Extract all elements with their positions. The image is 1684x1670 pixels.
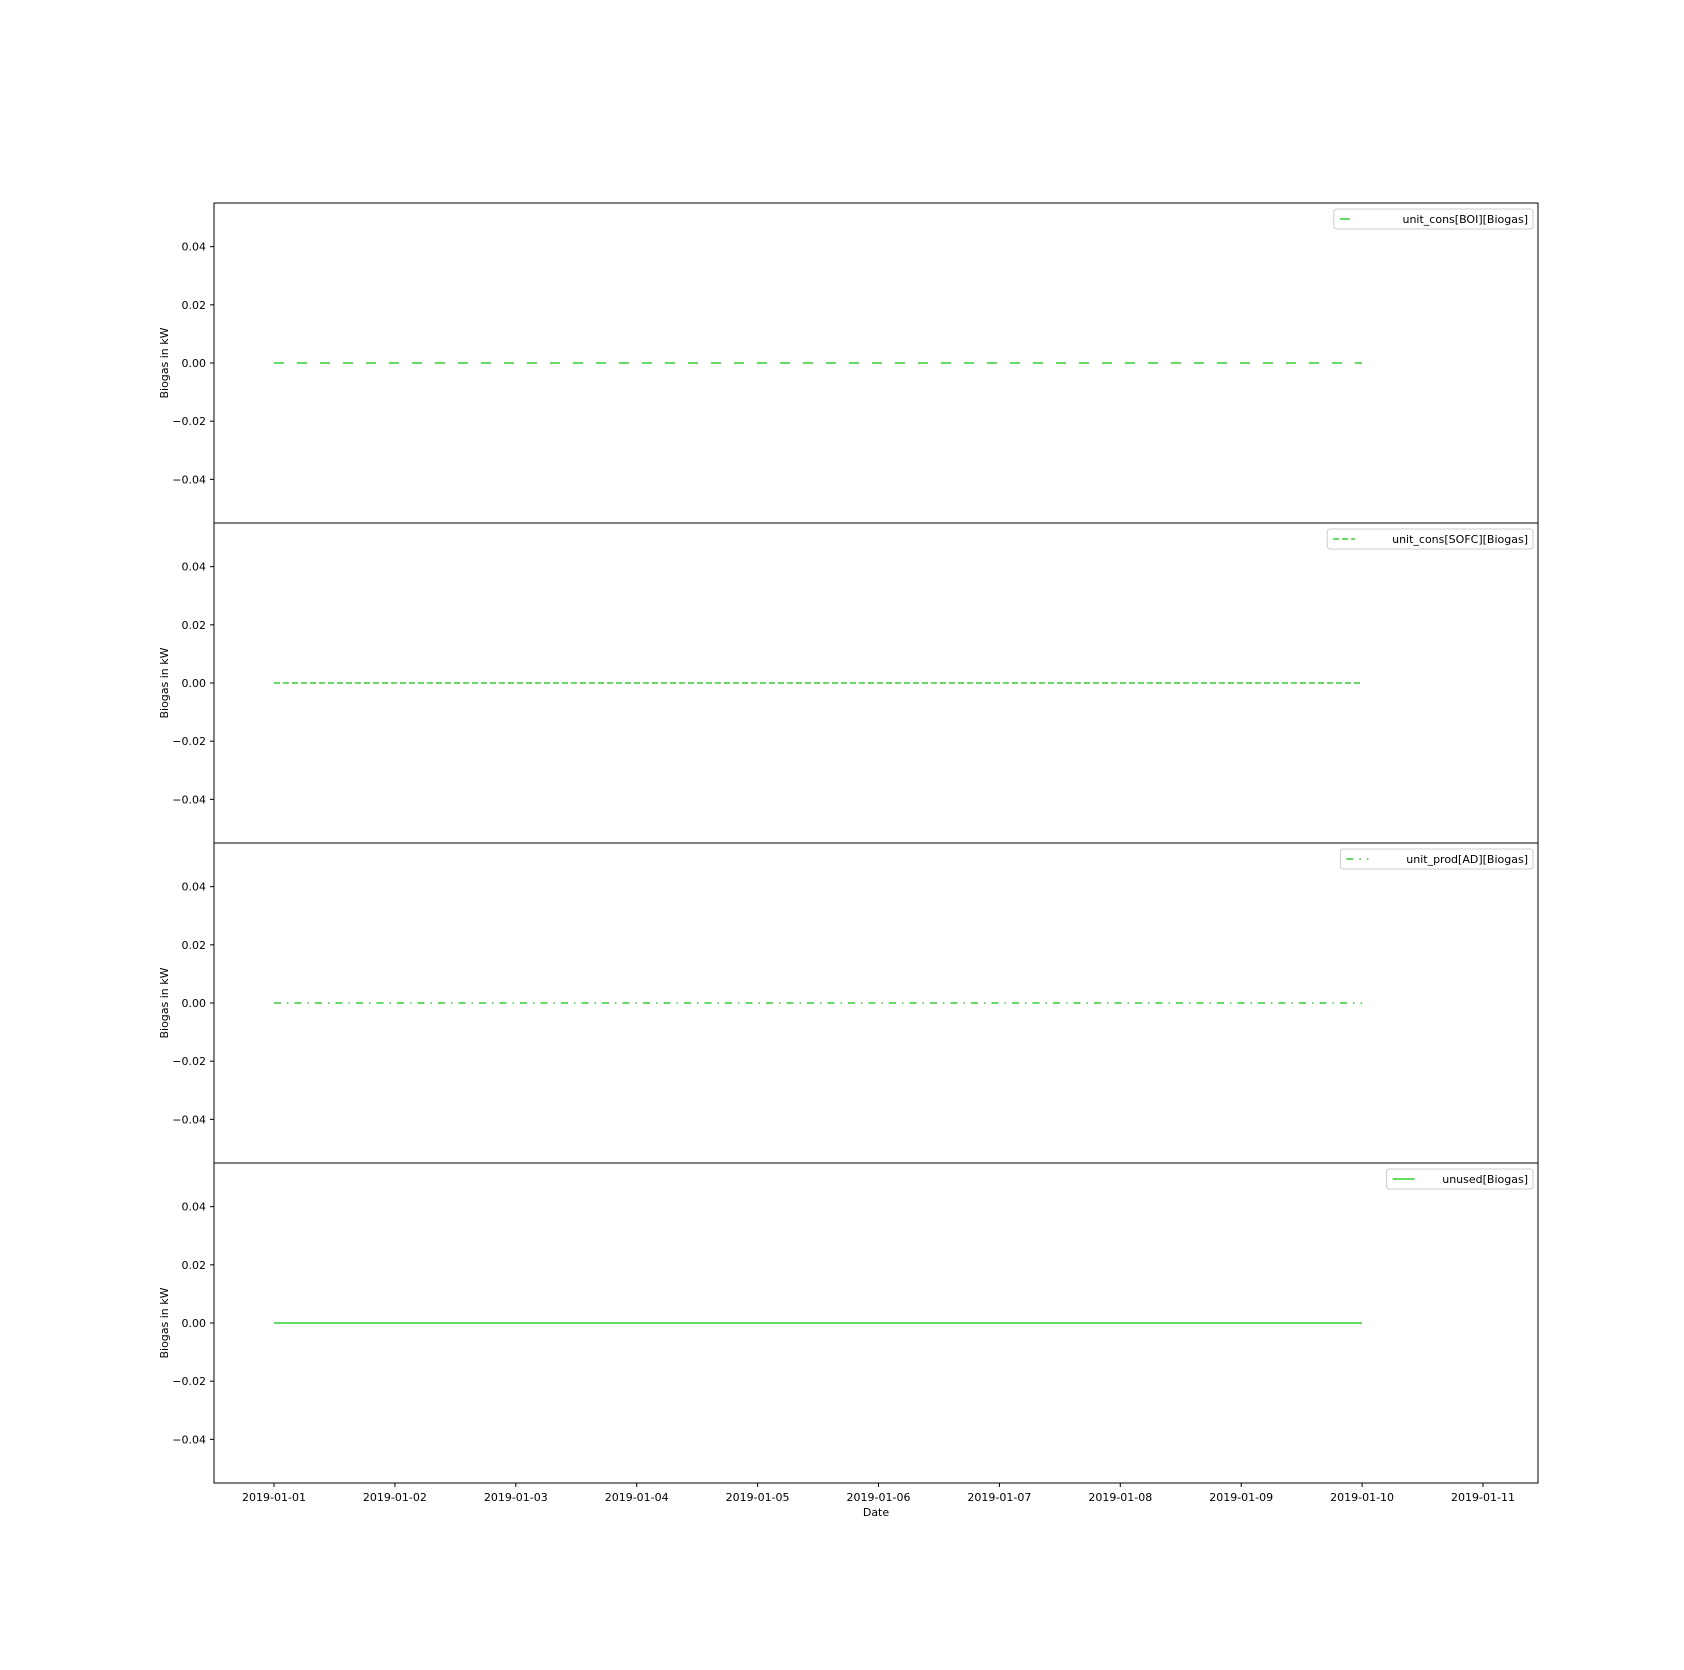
axes-frame-3 — [213, 842, 1539, 1164]
y-tick-label: 0.00 — [182, 997, 207, 1010]
y-tick-label: 0.02 — [182, 619, 207, 632]
y-tick-label: −0.04 — [172, 1433, 206, 1446]
y-tick-label: 0.04 — [182, 1201, 207, 1214]
legend-box — [1386, 1168, 1534, 1190]
x-tick-label: 2019-01-09 — [1209, 1491, 1273, 1504]
x-tick-label: 2019-01-06 — [847, 1491, 911, 1504]
y-tick-label: −0.02 — [172, 1375, 206, 1388]
legend-label: unused[Biogas] — [1442, 1173, 1528, 1186]
legend-label: unit_prod[AD][Biogas] — [1406, 853, 1528, 866]
x-tick-label: 2019-01-05 — [726, 1491, 790, 1504]
y-tick-label: 0.00 — [182, 357, 207, 370]
x-tick-label: 2019-01-08 — [1088, 1491, 1152, 1504]
y-tick-label: 0.04 — [182, 561, 207, 574]
y-tick-label: −0.04 — [172, 1113, 206, 1126]
legend-box — [1326, 528, 1534, 550]
y-tick-label: 0.02 — [182, 299, 207, 312]
y-tick-label: −0.04 — [172, 793, 206, 806]
y-tick-label: −0.02 — [172, 1055, 206, 1068]
y-tick-label: −0.02 — [172, 415, 206, 428]
x-tick-label: 2019-01-07 — [967, 1491, 1031, 1504]
x-tick-label: 2019-01-10 — [1330, 1491, 1394, 1504]
y-tick-label: −0.02 — [172, 735, 206, 748]
y-tick-label: 0.02 — [182, 1259, 207, 1272]
x-axis-label: Date — [863, 1506, 890, 1519]
y-axis-label: Biogas in kW — [158, 967, 171, 1038]
x-tick-label: 2019-01-02 — [363, 1491, 427, 1504]
y-tick-label: −0.04 — [172, 473, 206, 486]
y-tick-label: 0.02 — [182, 939, 207, 952]
y-tick-label: 0.00 — [182, 1317, 207, 1330]
x-tick-label: 2019-01-04 — [605, 1491, 669, 1504]
legend-box — [1339, 848, 1534, 870]
legend-label: unit_cons[BOI][Biogas] — [1402, 213, 1528, 226]
y-tick-label: 0.00 — [182, 677, 207, 690]
legend-label: unit_cons[SOFC][Biogas] — [1392, 533, 1528, 546]
x-tick-label: 2019-01-03 — [484, 1491, 548, 1504]
y-axis-label: Biogas in kW — [158, 647, 171, 718]
y-axis-label: Biogas in kW — [158, 327, 171, 398]
y-axis-label: Biogas in kW — [158, 1287, 171, 1358]
y-tick-label: 0.04 — [182, 881, 207, 894]
x-tick-label: 2019-01-01 — [242, 1491, 306, 1504]
y-tick-label: 0.04 — [182, 241, 207, 254]
x-tick-label: 2019-01-11 — [1451, 1491, 1515, 1504]
legend-box — [1333, 208, 1534, 230]
